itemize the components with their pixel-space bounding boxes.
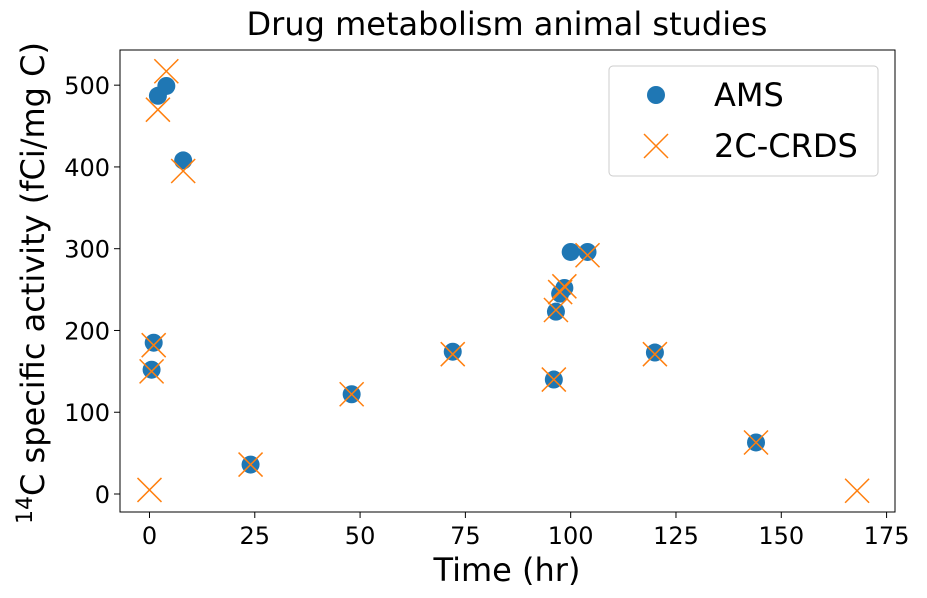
y-tick-label: 0 (95, 481, 110, 509)
data-point-2c-crds-stroke (547, 279, 573, 305)
data-point-ams (144, 333, 163, 352)
data-point-2c-crds (844, 478, 870, 504)
x-tick-label: 175 (864, 522, 910, 550)
x-tick-label: 100 (548, 522, 594, 550)
legend-label-ams: AMS (714, 76, 784, 114)
y-axis-title-superscript: 14 (13, 496, 38, 524)
data-point-2c-crds (339, 381, 365, 407)
data-point-2c-crds-stroke (543, 297, 569, 323)
x-tick-label: 75 (450, 522, 481, 550)
data-point-ams (142, 360, 161, 379)
data-point-ams (546, 302, 565, 321)
data-point-2c-crds (153, 58, 179, 84)
x-tick-label: 50 (345, 522, 376, 550)
data-point-2c-crds (642, 341, 668, 367)
y-tick-label: 400 (64, 154, 110, 182)
data-point-2c-crds (574, 242, 601, 268)
data-point-2c-crds-stroke (844, 478, 870, 504)
data-point-ams (645, 343, 664, 362)
data-point-2c-crds (743, 429, 769, 456)
data-point-2c-crds-stroke (440, 341, 466, 367)
legend: AMS 2C-CRDS (608, 65, 879, 177)
data-point-2c-crds-stroke (339, 381, 365, 407)
x-tick-label: 0 (142, 522, 157, 550)
y-tick-label: 100 (64, 399, 110, 427)
data-point-ams (174, 151, 193, 170)
data-point-2c-crds (170, 158, 196, 184)
chart-title: Drug metabolism animal studies (247, 5, 768, 43)
data-point-2c-crds-stroke (574, 242, 601, 268)
data-point-2c-crds (238, 452, 264, 478)
data-point-2c-crds-stroke (642, 341, 668, 367)
x-axis-title: Time (hr) (433, 551, 581, 589)
plot-area: 0 25 50 75 100 125 150 175 0 100 200 300 400 500 (64, 49, 910, 550)
data-point-2c-crds (139, 358, 165, 384)
legend-marker-2c-crds-stroke (643, 133, 669, 159)
plot-frame (119, 49, 896, 513)
data-point-2c-crds-stroke (141, 332, 167, 358)
legend-label-2c-crds: 2C-CRDS (714, 127, 858, 165)
x-tick-label: 150 (758, 522, 804, 550)
x-tick-label: 125 (653, 522, 699, 550)
data-point-2c-crds-stroke (139, 358, 165, 384)
data-point-2c-crds (541, 367, 567, 393)
data-point-ams (443, 342, 462, 361)
legend-marker-ams (647, 86, 665, 104)
data-point-2c-crds (136, 477, 163, 503)
series-2c-crds (136, 58, 870, 504)
data-point-2c-crds (440, 341, 466, 367)
data-point-2c-crds-stroke (551, 273, 577, 299)
legend-marker-2c-crds (643, 133, 669, 159)
data-point-2c-crds (543, 297, 569, 323)
data-point-ams (578, 242, 597, 261)
data-point-2c-crds-stroke (743, 429, 769, 456)
data-point-2c-crds-stroke (153, 58, 179, 84)
data-point-2c-crds-stroke (238, 452, 264, 478)
y-tick-label: 300 (64, 236, 110, 264)
y-tick-label: 500 (64, 72, 110, 100)
data-point-2c-crds (145, 97, 171, 123)
data-point-2c-crds (547, 279, 573, 305)
y-axis-title: 14C specific activity (fCi/mg C) (13, 42, 52, 524)
x-tick-label: 25 (240, 522, 271, 550)
data-point-ams (157, 76, 176, 95)
data-point-2c-crds-stroke (136, 477, 163, 503)
legend-box (608, 65, 879, 177)
data-point-ams (561, 242, 580, 261)
data-point-2c-crds-stroke (145, 97, 171, 123)
y-tick-label: 200 (64, 317, 110, 345)
data-point-2c-crds (141, 332, 167, 358)
y-axis-title-text: C specific activity (fCi/mg C) (14, 42, 52, 496)
data-point-2c-crds (551, 273, 577, 299)
data-point-2c-crds-stroke (170, 158, 196, 184)
data-point-2c-crds-stroke (541, 367, 567, 393)
